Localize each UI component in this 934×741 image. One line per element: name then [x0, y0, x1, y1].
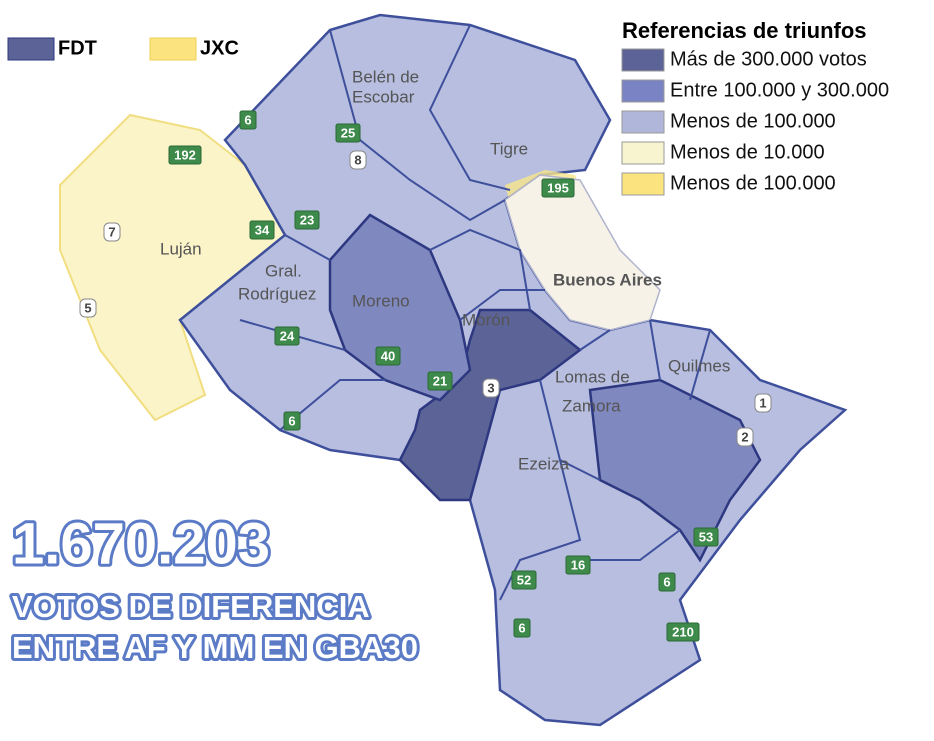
road-label: 52	[517, 572, 531, 587]
road-label: 210	[672, 624, 694, 639]
border	[429, 228, 545, 321]
place-label: Zamora	[562, 396, 621, 415]
road-label: 195	[547, 180, 569, 195]
headline-line: ENTRE AF Y MM EN GBA30	[12, 630, 418, 665]
place-label: Ezeiza	[518, 454, 570, 473]
road-shield	[511, 570, 537, 590]
headline-number: 1.670.203	[12, 511, 270, 576]
legend-swatch	[621, 172, 665, 196]
road-label: 6	[244, 112, 251, 127]
place-label: Morón	[462, 310, 510, 329]
legend-label: Entre 100.000 y 300.000	[670, 79, 889, 101]
district-medium	[328, 213, 472, 402]
road-shield	[168, 145, 202, 165]
border	[428, 24, 511, 191]
headline-line: VOTOS DE DIFERENCIA	[12, 589, 370, 624]
road-shield	[239, 110, 257, 130]
road-shield	[79, 298, 97, 318]
road-shield	[335, 123, 361, 143]
road-label: 2	[741, 429, 748, 444]
road-shield	[565, 555, 591, 575]
road-shield	[658, 572, 676, 592]
border	[499, 329, 681, 601]
legend-swatch	[149, 37, 197, 61]
place-label: Lomas de	[555, 367, 630, 386]
road-label: 34	[255, 222, 270, 237]
legend-label: JXC	[200, 37, 239, 59]
road-shield	[482, 378, 500, 398]
road-shield	[283, 411, 301, 431]
place-label: Gral.	[265, 261, 302, 280]
road-shield	[274, 326, 300, 346]
road-shield	[754, 393, 772, 413]
place-label: Quilmes	[668, 356, 730, 375]
road-shield	[666, 622, 700, 642]
legend-label: Menos de 100.000	[670, 110, 836, 132]
road-label: 6	[663, 574, 670, 589]
road-label: 25	[341, 125, 355, 140]
road-shield	[736, 427, 754, 447]
place-label: Tigre	[490, 139, 528, 158]
road-label: 192	[174, 147, 196, 162]
legend-label: Menos de 100.000	[670, 172, 836, 194]
road-label: 24	[280, 328, 295, 343]
road-label: 6	[288, 413, 295, 428]
road-shield	[513, 618, 531, 638]
road-label: 1	[759, 395, 766, 410]
road-shield	[294, 210, 320, 230]
place-label: Belén de	[352, 67, 419, 86]
legend-swatch	[621, 141, 665, 165]
road-label: 8	[354, 152, 361, 167]
legend-swatch	[621, 79, 665, 103]
legend-label: Menos de 10.000	[670, 141, 825, 163]
legend-swatch	[621, 48, 665, 72]
party-legend: FDT JXC	[7, 37, 239, 61]
road-shield	[249, 220, 275, 240]
legend-label: Más de 300.000 votos	[670, 48, 867, 70]
road-label: 21	[433, 373, 447, 388]
road-label: 7	[108, 224, 115, 239]
place-label: Escobar	[352, 87, 415, 106]
road-shield	[349, 150, 367, 170]
road-shield	[103, 222, 121, 242]
legend-title: Referencias de triunfos	[622, 18, 867, 43]
legend-label: FDT	[58, 37, 97, 59]
road-label: 5	[84, 300, 91, 315]
road-shield	[693, 527, 719, 547]
road-label: 23	[300, 212, 314, 227]
road-label: 3	[487, 380, 494, 395]
road-shield	[541, 178, 575, 198]
road-label: 53	[699, 529, 713, 544]
border	[649, 319, 711, 401]
road-label: 40	[381, 348, 395, 363]
place-label: Moreno	[352, 291, 410, 310]
legend-swatch	[7, 37, 55, 61]
reference-legend: Referencias de triunfos Más de 300.000 v…	[621, 18, 889, 196]
border	[329, 29, 506, 222]
road-shield	[375, 346, 401, 366]
road-label: 6	[518, 620, 525, 635]
place-label: Rodríguez	[238, 284, 316, 303]
road-label: 16	[571, 557, 585, 572]
place-label: Luján	[160, 239, 202, 258]
road-shield	[427, 371, 453, 391]
legend-swatch	[621, 110, 665, 134]
place-label: Buenos Aires	[553, 270, 662, 289]
